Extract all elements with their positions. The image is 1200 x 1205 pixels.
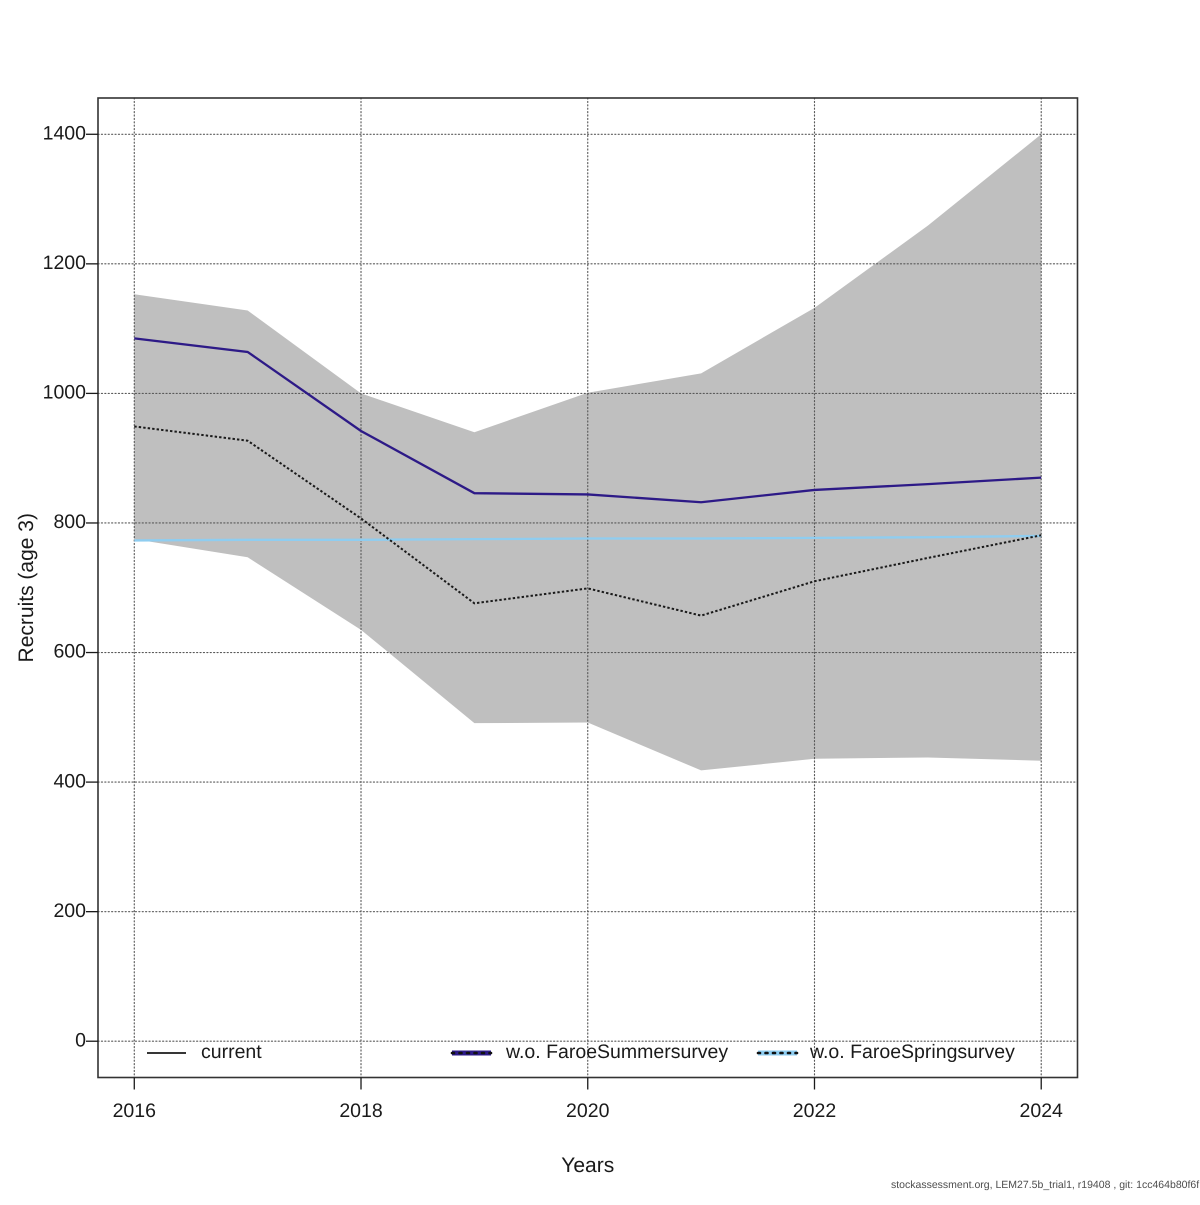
svg-text:600: 600 bbox=[53, 641, 86, 663]
svg-text:2016: 2016 bbox=[113, 1100, 156, 1122]
svg-text:Recruits (age 3): Recruits (age 3) bbox=[15, 513, 38, 662]
svg-text:2022: 2022 bbox=[793, 1100, 836, 1122]
svg-text:w.o. FaroeSummersurvey: w.o. FaroeSummersurvey bbox=[505, 1041, 728, 1063]
svg-text:2024: 2024 bbox=[1020, 1100, 1064, 1122]
svg-text:2020: 2020 bbox=[566, 1100, 610, 1122]
svg-text:200: 200 bbox=[53, 900, 86, 922]
svg-text:w.o. FaroeSpringsurvey: w.o. FaroeSpringsurvey bbox=[809, 1041, 1015, 1063]
svg-text:1000: 1000 bbox=[43, 382, 87, 404]
svg-text:stockassessment.org, LEM27.5b_: stockassessment.org, LEM27.5b_trial1, r1… bbox=[891, 1179, 1199, 1191]
svg-text:800: 800 bbox=[53, 511, 86, 533]
svg-text:1400: 1400 bbox=[43, 122, 87, 144]
svg-text:0: 0 bbox=[75, 1029, 86, 1051]
svg-text:2018: 2018 bbox=[339, 1100, 382, 1122]
svg-text:Years: Years bbox=[561, 1154, 614, 1177]
svg-text:1200: 1200 bbox=[43, 252, 87, 274]
svg-text:400: 400 bbox=[53, 770, 86, 792]
svg-text:current: current bbox=[201, 1041, 262, 1063]
